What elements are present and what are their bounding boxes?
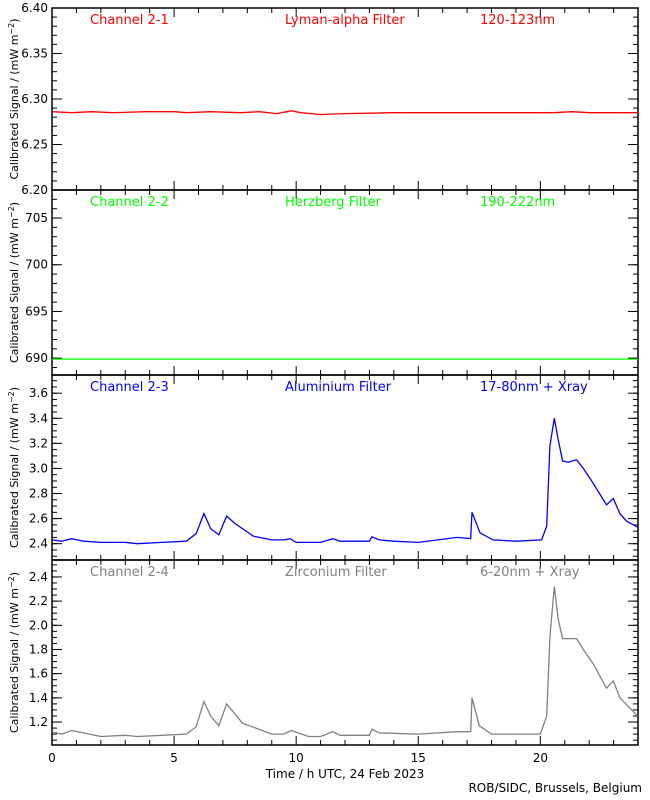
filter-label: Herzberg Filter <box>285 195 382 210</box>
band-label: 120-123nm <box>480 13 555 28</box>
filter-label: Zirconium Filter <box>285 565 387 580</box>
channel-label: Channel 2-2 <box>90 195 169 210</box>
panel-2: 690 695 700 705 Channel 2-2 Herzberg Filter 19… <box>7 189 639 376</box>
y-tick-label: 1.6 <box>29 667 48 681</box>
channel-label: Channel 2-4 <box>90 565 169 580</box>
y-tick-label: 3.4 <box>29 411 48 425</box>
x-tick-label: 15 <box>411 751 426 765</box>
band-label: 17-80nm + Xray <box>480 380 588 395</box>
channel-label: Channel 2-3 <box>90 380 169 395</box>
band-label: 190-222nm <box>480 195 555 210</box>
y-axis-label-text: Calibrated Signal / (mW m <box>8 218 21 363</box>
x-tick-label: 20 <box>533 751 548 765</box>
y-tick-label: 6.25 <box>21 138 48 152</box>
y-tick-label: 690 <box>25 351 48 365</box>
y-axis-label: Calibrated Signal / (mW m−2) <box>7 202 21 363</box>
y-tick-label: 1.4 <box>29 691 48 705</box>
y-tick-label: 700 <box>25 258 48 272</box>
y-tick-label: 6.40 <box>21 1 48 15</box>
x-axis-label: Time / h UTC, 24 Feb 2023 <box>265 767 425 781</box>
x-tick-label: 0 <box>48 751 56 765</box>
y-tick-label: 3.6 <box>29 386 48 400</box>
panel-1: 6.20 6.25 6.30 6.35 6.40 Channel 2-1 Lyman-alp… <box>7 1 639 197</box>
y-axis-label-sup: −2 <box>7 391 16 403</box>
y-tick-label: 1.2 <box>29 715 48 729</box>
y-tick-label: 2.4 <box>29 537 48 551</box>
y-axis-label-sup: −2 <box>7 576 16 588</box>
plot-frame <box>51 559 639 746</box>
y-tick-label: 2.6 <box>29 512 48 526</box>
y-axis-label-sup: −2 <box>7 23 16 35</box>
y-tick-label: 3.0 <box>29 461 48 475</box>
y-tick-label: 6.35 <box>21 47 48 61</box>
credit-text: ROB/SIDC, Brussels, Belgium <box>468 781 642 795</box>
y-tick-label: 2.2 <box>29 594 48 608</box>
filter-label: Aluminium Filter <box>285 380 392 395</box>
y-axis-label-text: Calibrated Signal / (mW m <box>8 403 21 548</box>
y-tick-label: 2.8 <box>29 487 48 501</box>
y-tick-label: 705 <box>25 211 48 225</box>
y-axis-label-sup: −2 <box>7 206 16 218</box>
y-tick-label: 2.0 <box>29 618 48 632</box>
y-tick-label: 695 <box>25 304 48 318</box>
y-axis-label-end: ) <box>8 572 21 576</box>
y-tick-label: 6.20 <box>21 183 48 197</box>
panel-4: 1.2 1.4 1.6 1.8 2.0 2.2 2.4 Channel 2-4 Zirconiu… <box>7 559 639 765</box>
series-line-4 <box>51 586 639 738</box>
y-tick-label: 1.8 <box>29 642 48 656</box>
y-axis-label-end: ) <box>8 202 21 206</box>
y-tick-label: 6.30 <box>21 92 48 106</box>
y-axis-label-text: Calibrated Signal / (mW m <box>8 35 21 180</box>
y-axis-label-text: Calibrated Signal / (mW m <box>8 588 21 733</box>
plot-frame <box>51 374 639 561</box>
band-label: 6-20nm + Xray <box>480 565 580 580</box>
series-line-3 <box>51 418 639 545</box>
y-tick-label: 2.4 <box>29 570 48 584</box>
y-tick-label: 3.2 <box>29 436 48 450</box>
y-axis-label-end: ) <box>8 387 21 391</box>
plot-frame <box>51 7 639 191</box>
y-axis-label-end: ) <box>8 18 21 22</box>
x-tick-label: 5 <box>170 751 178 765</box>
y-axis-label: Calibrated Signal / (mW m−2) <box>7 18 21 179</box>
panel-3: 2.4 2.6 2.8 3.0 3.2 3.4 3.6 Channel 2-3 Aluminiu… <box>7 374 639 561</box>
series-line-1 <box>51 110 638 116</box>
y-axis-label: Calibrated Signal / (mW m−2) <box>7 572 21 733</box>
x-tick-label: 10 <box>289 751 304 765</box>
plot-frame <box>51 189 639 376</box>
channel-label: Channel 2-1 <box>90 13 169 28</box>
filter-label: Lyman-alpha Filter <box>285 13 405 28</box>
y-axis-label: Calibrated Signal / (mW m−2) <box>7 387 21 548</box>
